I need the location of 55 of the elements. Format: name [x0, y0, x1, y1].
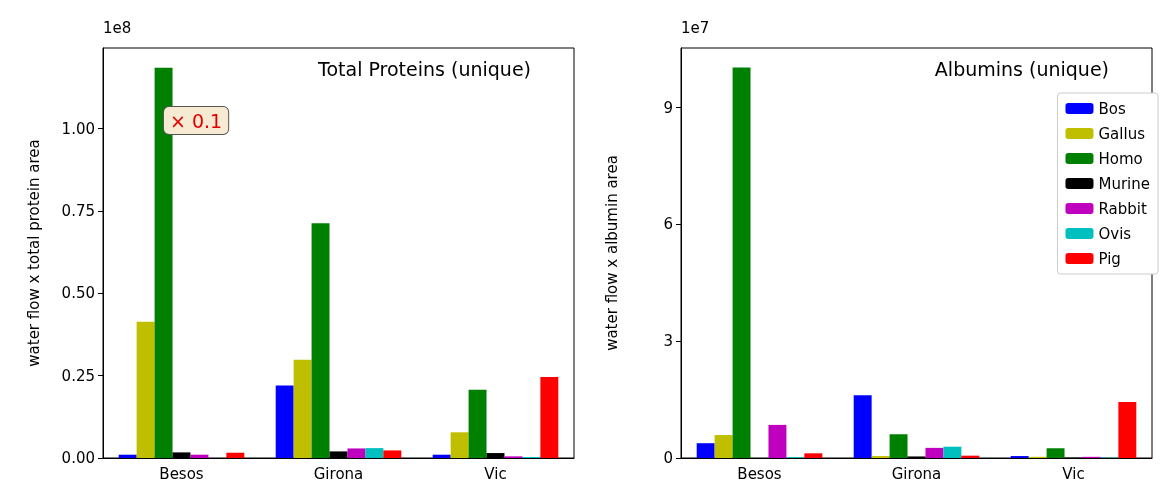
bar [311, 223, 330, 458]
bar [226, 452, 245, 458]
text: 1e7 [681, 18, 710, 37]
text: Total Proteins (unique) [317, 57, 531, 80]
bar [293, 359, 312, 458]
bar [275, 385, 294, 458]
bar [540, 376, 559, 458]
y-tick-label: 0.50 [61, 284, 95, 303]
bar [804, 453, 823, 458]
legend-label: Ovis [1098, 224, 1132, 243]
x-tick-label: Vic [484, 464, 507, 483]
x-tick-label: Besos [159, 464, 204, 483]
y-tick-label: 0 [663, 449, 673, 467]
bar [768, 424, 787, 458]
legend-label: Murine [1098, 174, 1151, 193]
bar [714, 435, 733, 458]
legend-label: Rabbit [1098, 199, 1147, 218]
bar [853, 395, 872, 458]
bar [383, 450, 402, 458]
text: Albumins (unique) [934, 57, 1110, 80]
bar [365, 448, 384, 458]
bar [154, 67, 173, 458]
legend-label: Pig [1098, 249, 1121, 268]
legend-label: Gallus [1098, 124, 1146, 143]
bar [1118, 401, 1137, 458]
y-tick-label: 1.00 [61, 119, 95, 138]
y-tick-label: 9 [663, 98, 673, 117]
bar [889, 434, 908, 458]
bar [432, 454, 451, 458]
bar [190, 454, 209, 458]
bar [118, 454, 137, 458]
y-tick-label: 0.25 [61, 366, 95, 385]
bar [136, 321, 155, 458]
y-tick-label: 0.75 [61, 202, 95, 221]
y-axis-title: water flow x total protein area [24, 139, 43, 367]
bar [925, 447, 944, 458]
bar [468, 389, 487, 458]
y-tick-label: 0.00 [61, 449, 95, 467]
bar [696, 443, 715, 458]
legend-label: Homo [1098, 149, 1143, 168]
x-tick-label: Vic [1062, 464, 1085, 483]
x-tick-label: Girona [313, 464, 364, 483]
y-axis-title: water flow x albumin area [602, 155, 621, 351]
legend-label: Bos [1098, 99, 1126, 118]
bar [1046, 448, 1065, 458]
x-tick-label: Girona [891, 464, 942, 483]
y-tick-label: 3 [663, 332, 673, 351]
bar [943, 446, 962, 458]
y-tick-label: 6 [663, 215, 673, 234]
annotation: × 0.1 [170, 109, 223, 132]
bar [450, 432, 469, 458]
x-tick-label: Besos [737, 464, 782, 483]
bar [732, 67, 751, 458]
bar [347, 448, 366, 458]
text: 1e8 [103, 18, 132, 37]
